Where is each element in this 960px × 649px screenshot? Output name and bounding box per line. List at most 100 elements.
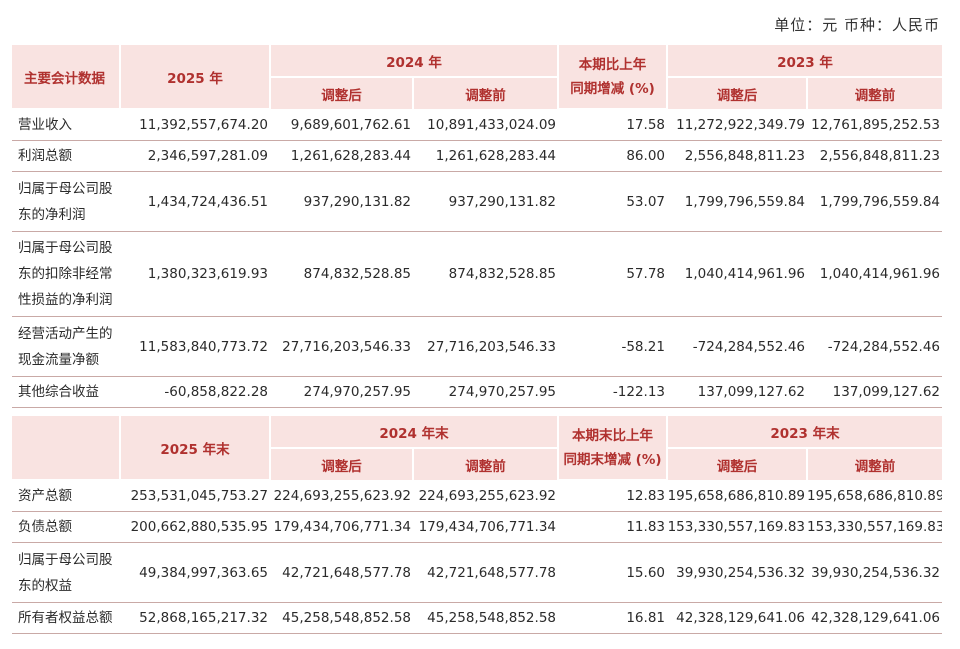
cell-chg: -58.21 [558, 316, 667, 377]
row-label-line: 资产总额 [18, 488, 72, 504]
header2-row-bottom: 调整后 调整前 调整后 调整前 [12, 448, 942, 480]
row-label: 归属于母公司股 东的权益 [12, 542, 120, 603]
row-label: 资产总额 [12, 480, 120, 512]
header-year-2023: 2023 年 [667, 45, 942, 78]
cell-v2024-adj: 874,832,528.85 [270, 231, 413, 317]
cell-v2024-adj: 1,261,628,283.44 [270, 140, 413, 172]
cell-v2024-pre: 42,721,648,577.78 [413, 542, 558, 603]
header2-year-2025-end: 2025 年末 [120, 416, 271, 481]
table-row: 其他综合收益 -60,858,822.28 274,970,257.95 274,97… [12, 376, 942, 408]
header2-2024-adjusted: 调整后 [270, 448, 414, 480]
table-body-period-end: 资产总额 253,531,045,753.27 224,693,255,623.92… [12, 480, 942, 634]
cell-chg: 86.00 [558, 140, 667, 172]
row-label: 负债总额 [12, 511, 120, 543]
cell-v2024-adj: 937,290,131.82 [270, 171, 413, 232]
row-label-line: 利润总额 [18, 148, 72, 164]
header-row-bottom: 调整后 调整前 调整后 调整前 [12, 77, 942, 109]
cell-v2024-pre: 224,693,255,623.92 [413, 480, 558, 512]
table-row: 所有者权益总额 52,868,165,217.32 45,258,548,852.5… [12, 602, 942, 634]
row-label: 归属于母公司股 东的扣除非经常 性损益的净利润 [12, 231, 120, 317]
header2-2024-before: 调整前 [413, 448, 559, 480]
table-row: 资产总额 253,531,045,753.27 224,693,255,623.92… [12, 480, 942, 512]
header2-change: 本期末比上年 同期末增减 (%) [558, 416, 668, 481]
table-row: 利润总额 2,346,597,281.09 1,261,628,283.44 1,26… [12, 140, 942, 172]
cell-v2024-pre: 274,970,257.95 [413, 376, 558, 408]
row-label: 归属于母公司股 东的净利润 [12, 171, 120, 232]
cell-chg: 17.58 [558, 109, 667, 141]
cell-v2023-pre: 42,328,129,641.06 [807, 602, 942, 634]
cell-v2024-adj: 27,716,203,546.33 [270, 316, 413, 377]
row-label-line: 所有者权益总额 [18, 610, 113, 626]
header-2023-before: 调整前 [807, 77, 942, 109]
cell-v2023-adj: 11,272,922,349.79 [667, 109, 807, 141]
row-label-line: 营业收入 [18, 117, 72, 133]
cell-v2023-pre: 137,099,127.62 [807, 376, 942, 408]
row-label: 利润总额 [12, 140, 120, 172]
header2-change-line1: 本期末比上年 [572, 427, 653, 444]
cell-v2023-adj: -724,284,552.46 [667, 316, 807, 377]
header2-2023-adjusted: 调整后 [667, 448, 808, 480]
cell-v2024-pre: 179,434,706,771.34 [413, 511, 558, 543]
header-year-2025: 2025 年 [120, 45, 271, 110]
cell-v2023-pre: 1,799,796,559.84 [807, 171, 942, 232]
section-spacer [12, 408, 942, 417]
table-row: 归属于母公司股 东的权益 49,384,997,363.65 42,721,648,5… [12, 542, 942, 603]
cell-chg: 12.83 [558, 480, 667, 512]
row-label-line: 归属于母公司股 [18, 240, 113, 256]
cell-v2023-pre: 39,930,254,536.32 [807, 542, 942, 603]
cell-v2023-adj: 42,328,129,641.06 [667, 602, 807, 634]
cell-v2023-pre: 1,040,414,961.96 [807, 231, 942, 317]
cell-v2024-pre: 1,261,628,283.44 [413, 140, 558, 172]
cell-v2025: 52,868,165,217.32 [120, 602, 270, 634]
cell-v2023-adj: 39,930,254,536.32 [667, 542, 807, 603]
header-year-2024: 2024 年 [270, 45, 559, 78]
cell-v2023-pre: 2,556,848,811.23 [807, 140, 942, 172]
row-label-line: 性损益的净利润 [18, 292, 113, 308]
cell-v2024-adj: 179,434,706,771.34 [270, 511, 413, 543]
cell-v2024-pre: 10,891,433,024.09 [413, 109, 558, 141]
header-row-top: 主要会计数据 2025 年 2024 年 本期比上年 同期增减 (%) 2023… [12, 45, 942, 110]
cell-v2023-adj: 153,330,557,169.83 [667, 511, 807, 543]
header2-year-2023-end: 2023 年末 [667, 416, 942, 449]
header2-row-top: 2025 年末 2024 年末 本期末比上年 同期末增减 (%) 2023 年末 [12, 416, 942, 481]
cell-v2025: 2,346,597,281.09 [120, 140, 270, 172]
header2-change-line2: 同期末增减 (%) [563, 451, 662, 468]
header-change: 本期比上年 同期增减 (%) [558, 45, 668, 110]
cell-v2023-adj: 1,040,414,961.96 [667, 231, 807, 317]
row-label-line: 负债总额 [18, 519, 72, 535]
cell-v2023-pre: 12,761,895,252.53 [807, 109, 942, 141]
cell-v2024-pre: 45,258,548,852.58 [413, 602, 558, 634]
cell-v2024-adj: 274,970,257.95 [270, 376, 413, 408]
header-change-line1: 本期比上年 [578, 56, 647, 73]
cell-chg: -122.13 [558, 376, 667, 408]
cell-v2023-pre: -724,284,552.46 [807, 316, 942, 377]
header-2024-before: 调整前 [413, 77, 559, 109]
table-row: 营业收入 11,392,557,674.20 9,689,601,762.61 10,… [12, 109, 942, 141]
row-label: 营业收入 [12, 109, 120, 141]
cell-v2025: -60,858,822.28 [120, 376, 270, 408]
cell-v2025: 11,583,840,773.72 [120, 316, 270, 377]
header2-blank [12, 416, 121, 481]
table-row: 归属于母公司股 东的净利润 1,434,724,436.51 937,290,131.… [12, 171, 942, 232]
table-body-period: 营业收入 11,392,557,674.20 9,689,601,762.61 10,… [12, 109, 942, 408]
cell-chg: 53.07 [558, 171, 667, 232]
row-label-line: 归属于母公司股 [18, 180, 113, 197]
table-row: 负债总额 200,662,880,535.95 179,434,706,771.34… [12, 511, 942, 543]
cell-chg: 16.81 [558, 602, 667, 634]
cell-v2023-pre: 153,330,557,169.83 [807, 511, 942, 543]
row-label: 其他综合收益 [12, 376, 120, 408]
row-label: 经营活动产生的 现金流量净额 [12, 316, 120, 377]
currency-unit-note: 单位：元 币种：人民币 [774, 16, 940, 34]
row-label-line: 其他综合收益 [18, 384, 99, 400]
cell-v2024-adj: 224,693,255,623.92 [270, 480, 413, 512]
row-label-line: 现金流量净额 [18, 351, 99, 368]
cell-v2025: 200,662,880,535.95 [120, 511, 270, 543]
cell-chg: 57.78 [558, 231, 667, 317]
table-row: 经营活动产生的 现金流量净额 11,583,840,773.72 27,716,203… [12, 316, 942, 377]
cell-v2025: 49,384,997,363.65 [120, 542, 270, 603]
cell-v2025: 1,380,323,619.93 [120, 231, 270, 317]
header-col-label: 主要会计数据 [12, 45, 121, 110]
cell-v2024-adj: 42,721,648,577.78 [270, 542, 413, 603]
cell-v2024-pre: 874,832,528.85 [413, 231, 558, 317]
